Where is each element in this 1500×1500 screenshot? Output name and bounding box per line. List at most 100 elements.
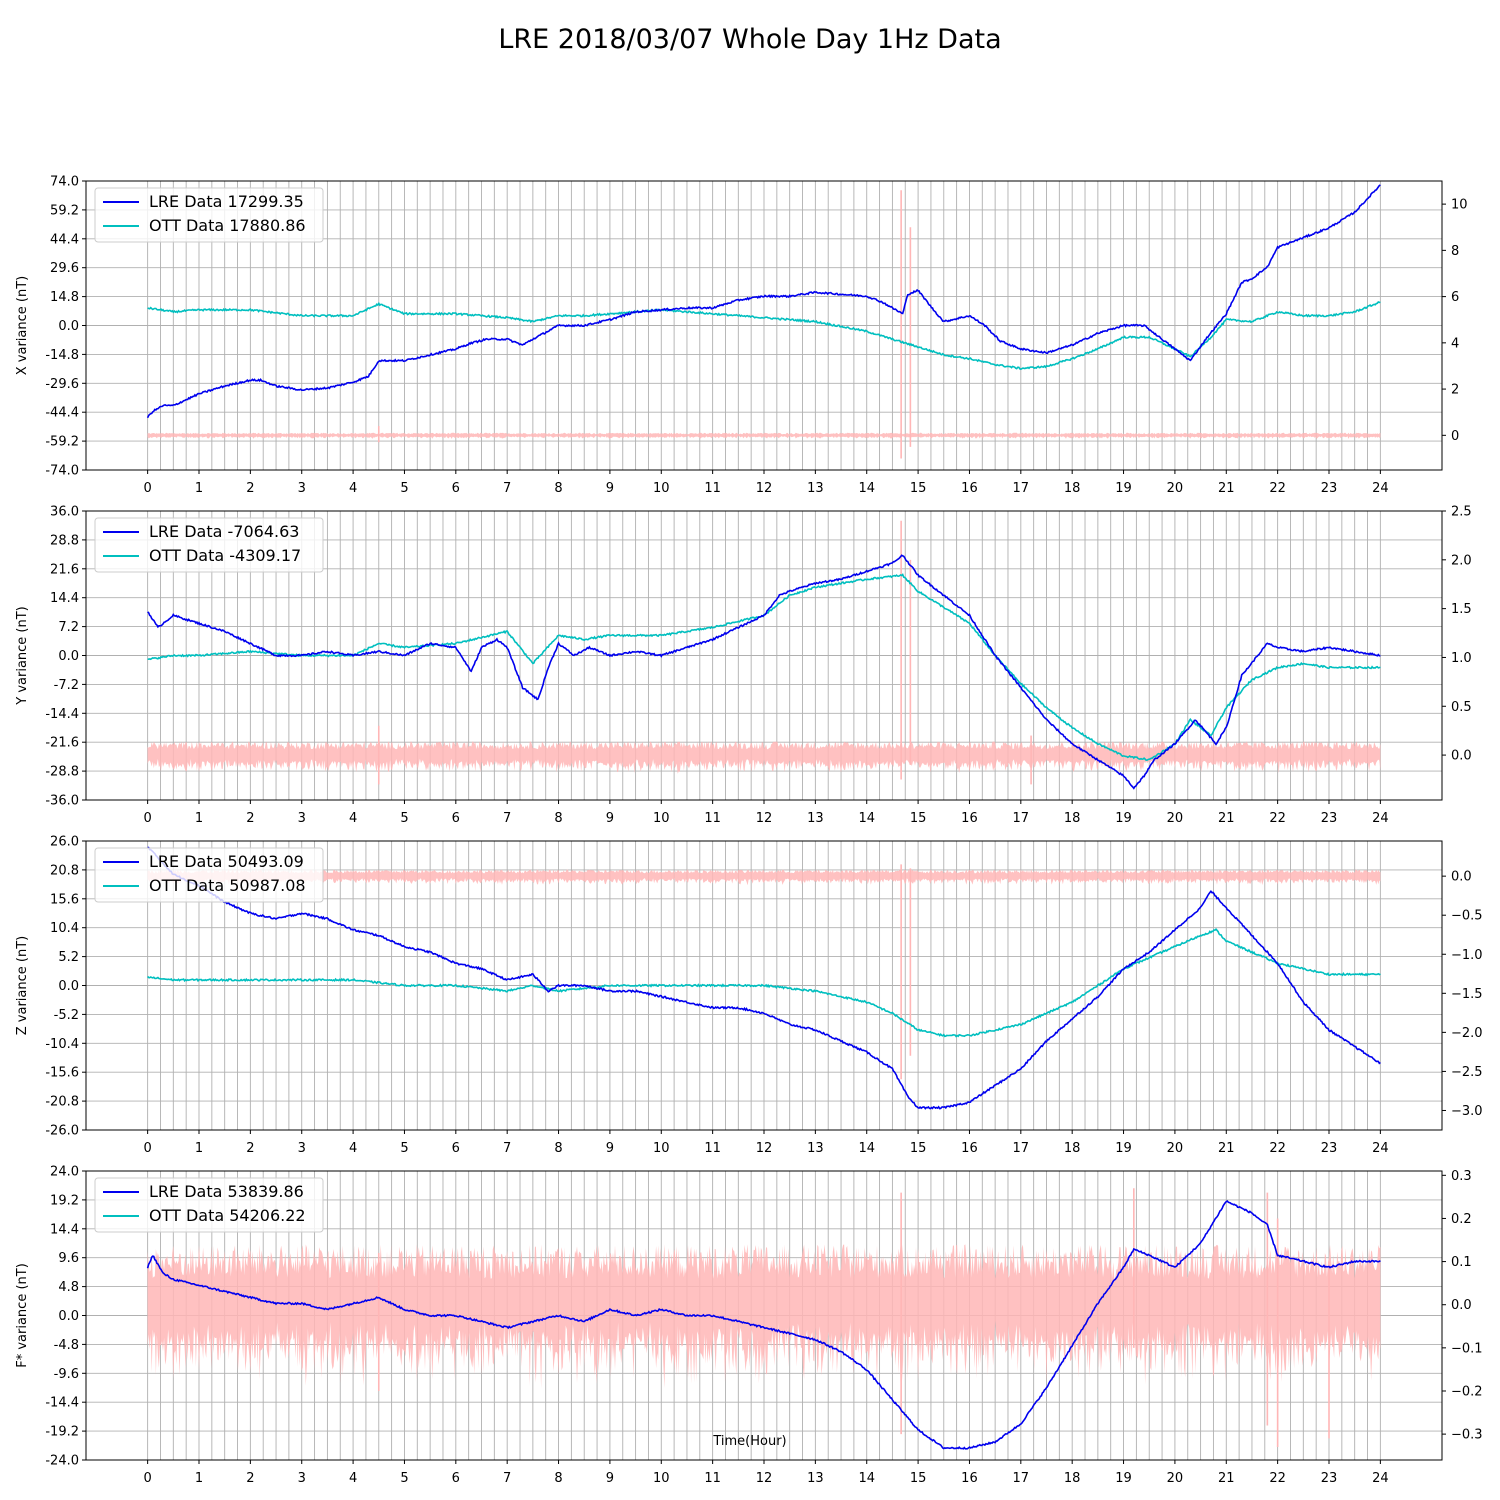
y2-tick-label: −0.1 — [1451, 1341, 1483, 1356]
x-tick-label: 8 — [554, 811, 562, 826]
x-tick-label: 10 — [653, 1471, 670, 1486]
x-tick-label: 19 — [1115, 1471, 1132, 1486]
y-tick-label: -7.2 — [54, 678, 79, 693]
x-tick-label: 13 — [807, 481, 824, 496]
y-tick-label: 9.6 — [58, 1251, 79, 1266]
legend-box — [94, 1177, 324, 1233]
x-tick-label: 23 — [1321, 811, 1338, 826]
x-tick-label: 6 — [452, 811, 460, 826]
legend-label: LRE Data 53839.86 — [149, 1182, 304, 1201]
y2-tick-label: 0.0 — [1451, 870, 1472, 885]
x-tick-label: 0 — [143, 1471, 151, 1486]
y2-tick-label: 0.0 — [1451, 749, 1472, 764]
x-tick-label: 13 — [807, 1471, 824, 1486]
legend-label: LRE Data 50493.09 — [149, 852, 304, 871]
y2-tick-label: 4 — [1451, 336, 1459, 351]
x-tick-label: 18 — [1064, 1141, 1081, 1156]
y2-tick-label: −2.5 — [1451, 1065, 1483, 1080]
x-tick-label: 16 — [961, 1141, 978, 1156]
x-tick-label: 9 — [606, 811, 614, 826]
lre-line — [146, 1199, 1381, 1450]
x-tick-label: 5 — [400, 1141, 408, 1156]
x-tick-label: 3 — [298, 811, 306, 826]
x-tick-label: 14 — [858, 1141, 875, 1156]
x-tick-label: 10 — [653, 1141, 670, 1156]
x-tick-label: 14 — [858, 481, 875, 496]
x-tick-label: 2 — [246, 811, 254, 826]
x-tick-label: 1 — [195, 1471, 203, 1486]
x-tick-label: 13 — [807, 811, 824, 826]
x-tick-label: 24 — [1372, 481, 1389, 496]
y-tick-label: 0.0 — [58, 649, 79, 664]
x-tick-label: 12 — [756, 1141, 773, 1156]
y-axis-label: Y variance (nT) — [15, 606, 30, 706]
y-tick-label: 7.2 — [58, 620, 79, 635]
x-tick-label: 17 — [1013, 481, 1030, 496]
x-tick-label: 5 — [400, 1471, 408, 1486]
x-tick-label: 21 — [1218, 811, 1235, 826]
ott-line — [147, 928, 1381, 1038]
x-tick-label: 16 — [961, 481, 978, 496]
y2-tick-label: 0.3 — [1451, 1169, 1472, 1184]
x-tick-label: 24 — [1372, 1471, 1389, 1486]
y2-tick-label: 0.2 — [1451, 1212, 1472, 1227]
x-tick-label: 15 — [910, 481, 927, 496]
y2-tick-label: 0 — [1451, 429, 1459, 444]
legend-label: OTT Data 54206.22 — [149, 1206, 306, 1225]
x-tick-label: 1 — [195, 481, 203, 496]
y-tick-label: -74.0 — [45, 464, 79, 479]
x-tick-label: 16 — [961, 811, 978, 826]
x-tick-label: 5 — [400, 811, 408, 826]
x-tick-label: 1 — [195, 1141, 203, 1156]
y2-tick-label: 0.5 — [1451, 700, 1472, 715]
y-tick-label: 19.2 — [50, 1193, 79, 1208]
x-tick-label: 5 — [400, 481, 408, 496]
y2-tick-label: 1.5 — [1451, 602, 1472, 617]
x-tick-label: 11 — [704, 1141, 721, 1156]
x-tick-label: 18 — [1064, 811, 1081, 826]
y2-tick-label: 6 — [1451, 290, 1459, 305]
x-tick-label: 6 — [452, 1141, 460, 1156]
x-tick-label: 19 — [1115, 481, 1132, 496]
x-tick-label: 21 — [1218, 1141, 1235, 1156]
y-tick-label: -10.4 — [45, 1037, 79, 1052]
y2-tick-label: 10 — [1451, 198, 1468, 213]
y-tick-label: -24.0 — [45, 1454, 79, 1469]
chart-panel-4: 24.0 19.2 14.4 9.6 4.8 0.0 -4.8 -9.6 -14.4 -19.2 -… — [15, 1165, 1483, 1487]
y-axis-label: X variance (nT) — [15, 276, 30, 375]
x-tick-label: 20 — [1167, 1141, 1184, 1156]
x-tick-label: 24 — [1372, 1141, 1389, 1156]
x-tick-label: 7 — [503, 1141, 511, 1156]
y-tick-label: 21.6 — [50, 562, 79, 577]
y-tick-label: -4.8 — [54, 1338, 79, 1353]
x-tick-label: 21 — [1218, 481, 1235, 496]
x-tick-label: 20 — [1167, 481, 1184, 496]
x-tick-label: 21 — [1218, 1471, 1235, 1486]
x-tick-label: 12 — [756, 1471, 773, 1486]
y2-tick-label: 2 — [1451, 383, 1459, 398]
x-tick-label: 13 — [807, 1141, 824, 1156]
x-tick-label: 7 — [503, 811, 511, 826]
y-tick-label: -36.0 — [45, 794, 79, 809]
x-tick-label: 8 — [554, 1471, 562, 1486]
x-tick-label: 11 — [704, 811, 721, 826]
x-tick-label: 23 — [1321, 1471, 1338, 1486]
y2-tick-label: 1.0 — [1451, 651, 1472, 666]
legend-label: OTT Data -4309.17 — [149, 546, 301, 565]
y-tick-label: -29.6 — [45, 377, 79, 392]
y-tick-label: -5.2 — [54, 1008, 79, 1023]
x-tick-label: 3 — [298, 1471, 306, 1486]
x-tick-label: 18 — [1064, 1471, 1081, 1486]
y2-tick-label: −1.0 — [1451, 948, 1483, 963]
x-tick-label: 20 — [1167, 1471, 1184, 1486]
y-tick-label: 28.8 — [50, 533, 79, 548]
x-tick-label: 17 — [1013, 1141, 1030, 1156]
y2-tick-label: 0.1 — [1451, 1255, 1472, 1270]
y-axis-label: F* variance (nT) — [15, 1263, 30, 1368]
x-tick-label: 8 — [554, 481, 562, 496]
x-tick-label: 17 — [1013, 811, 1030, 826]
x-tick-label: 7 — [503, 481, 511, 496]
y-tick-label: 26.0 — [50, 835, 79, 850]
x-tick-label: 22 — [1269, 1141, 1286, 1156]
y-tick-label: 74.0 — [50, 175, 79, 190]
